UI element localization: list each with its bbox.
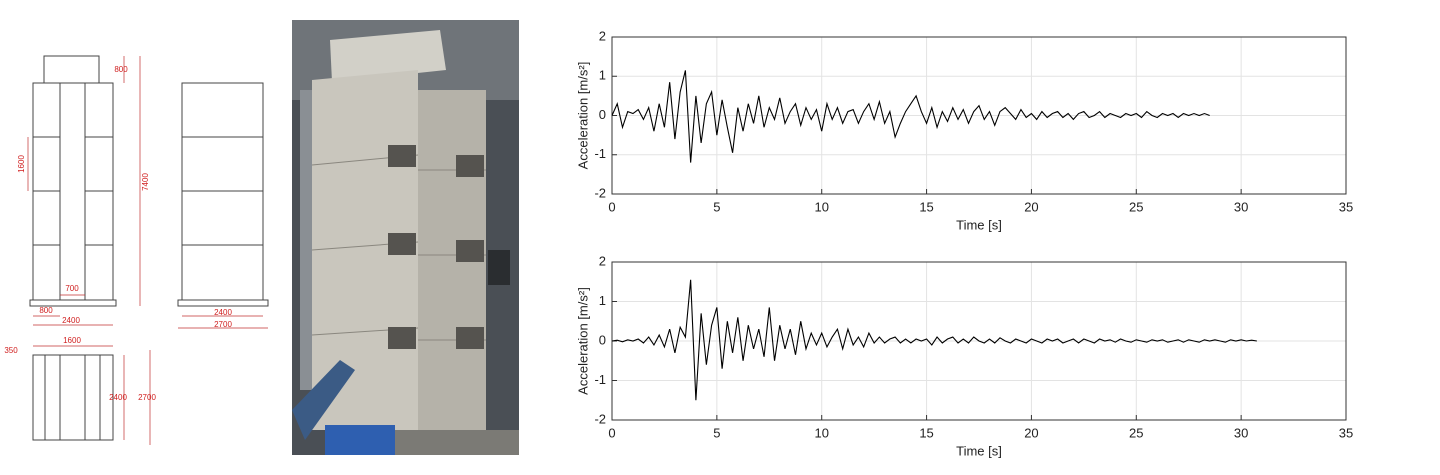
x-axis-label: Time [s]	[956, 443, 1002, 458]
y-tick-label: 1	[599, 68, 606, 83]
dimension-label: 800	[114, 65, 128, 74]
x-axis-label: Time [s]	[956, 217, 1002, 232]
y-tick-label: 1	[599, 293, 606, 308]
dimension-label: 2700	[214, 320, 232, 329]
dimension-label: 2400	[62, 316, 80, 325]
y-tick-label: 0	[599, 332, 606, 347]
y-tick-label: 0	[599, 107, 606, 122]
x-tick-label: 15	[919, 425, 933, 440]
dimension-label: 2400	[214, 308, 232, 317]
y-tick-label: 2	[599, 253, 606, 268]
y-tick-label: -2	[594, 185, 606, 200]
y-tick-label: -2	[594, 411, 606, 426]
specimen-photo	[292, 20, 519, 455]
x-tick-label: 30	[1234, 425, 1248, 440]
dimension-label: 800	[39, 306, 53, 315]
dimension-label: 700	[65, 284, 79, 293]
dimension-label: 7400	[141, 173, 150, 191]
x-tick-label: 25	[1129, 425, 1143, 440]
x-tick-label: 10	[814, 425, 828, 440]
dimension-label: 2700	[138, 393, 156, 402]
wall-drawing: 800 1600 7400 700 800 2400 2400 2700 350…	[4, 55, 269, 445]
y-tick-label: 2	[599, 28, 606, 43]
x-tick-label: 25	[1129, 199, 1143, 214]
y-axis-label: Acceleration [m/s²]	[575, 287, 590, 395]
x-tick-label: 0	[608, 199, 615, 214]
dimension-label: 350	[4, 346, 18, 355]
y-axis-label: Acceleration [m/s²]	[575, 62, 590, 170]
x-tick-label: 20	[1024, 199, 1038, 214]
x-tick-label: 10	[814, 199, 828, 214]
signal-line	[611, 70, 1210, 163]
x-tick-label: 15	[919, 199, 933, 214]
x-tick-label: 20	[1024, 425, 1038, 440]
x-tick-label: 30	[1234, 199, 1248, 214]
x-tick-label: 35	[1339, 199, 1353, 214]
y-tick-label: -1	[594, 146, 606, 161]
x-tick-label: 5	[713, 425, 720, 440]
y-tick-label: -1	[594, 372, 606, 387]
dimension-label: 1600	[63, 336, 81, 345]
x-tick-label: 35	[1339, 425, 1353, 440]
x-tick-label: 0	[608, 425, 615, 440]
dimension-label: 2400	[109, 393, 127, 402]
dimension-label: 1600	[17, 155, 26, 173]
signal-line	[611, 279, 1257, 401]
x-tick-label: 5	[713, 199, 720, 214]
